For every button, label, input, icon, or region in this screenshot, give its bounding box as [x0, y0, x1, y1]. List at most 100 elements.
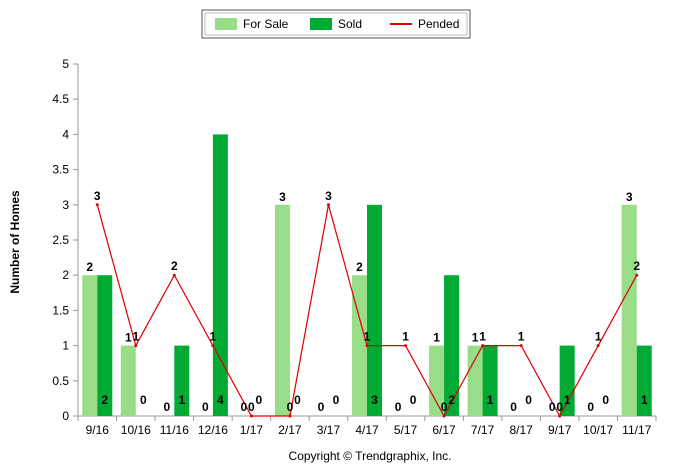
x-tick-label: 9/16: [86, 423, 110, 437]
axes: 0 0.5 1 1.5 2 2.5 3 3.5 4 4.5 5 9/16 10/16 11/16 12/16…: [52, 57, 657, 437]
pended-point: [365, 344, 369, 348]
y-tick-label: 2.5: [52, 233, 69, 247]
x-tick-label: 5/17: [394, 423, 418, 437]
y-tick-label: 0: [62, 409, 69, 423]
pended-value-label: 1: [518, 330, 525, 344]
pended-point: [596, 344, 600, 348]
pended-legend-label: Pended: [418, 17, 459, 31]
sold-value-label: 0: [333, 393, 340, 407]
y-axis-label: Number of Homes: [8, 190, 22, 294]
sold-value-label: 0: [294, 393, 301, 407]
sold-value-label: 0: [410, 393, 417, 407]
sold-bar: [367, 204, 382, 416]
sold-legend-label: Sold: [338, 17, 362, 31]
for-sale-value-label: 1: [125, 331, 132, 345]
legend: For Sale Sold Pended: [201, 9, 471, 39]
pended-point: [635, 273, 639, 277]
pended-point: [558, 414, 562, 418]
sold-value-label: 1: [564, 393, 571, 407]
sold-value-label: 1: [487, 393, 494, 407]
sold-bar: [97, 275, 113, 416]
y-tick-label: 3.5: [52, 163, 69, 177]
sold-bar: [636, 345, 652, 416]
legend-inner-border: [204, 12, 468, 36]
for-sale-value-label: 2: [86, 260, 93, 274]
y-tick-label: 4.5: [52, 92, 69, 106]
pended-point: [172, 273, 176, 277]
pended-value-label: 2: [633, 259, 640, 273]
for-sale-bar: [467, 345, 483, 416]
pended-point: [519, 344, 523, 348]
pended-value-label: 3: [325, 189, 332, 203]
sold-bar: [444, 275, 460, 416]
sold-value-label: 2: [448, 393, 455, 407]
sold-value-label: 1: [178, 393, 185, 407]
bars: [82, 134, 652, 416]
pended-point: [95, 203, 99, 207]
pended-point: [211, 344, 215, 348]
sold-value-label: 2: [101, 393, 108, 407]
pended-value-label: 1: [595, 330, 602, 344]
for-sale-value-label: 0: [163, 400, 170, 414]
y-tick-label: 3: [62, 198, 69, 212]
for-sale-value-label: 0: [549, 400, 556, 414]
y-tick-label: 0.5: [52, 374, 69, 388]
x-tick-label: 6/17: [432, 423, 456, 437]
for-sale-bar: [120, 345, 136, 416]
y-tick-label: 5: [62, 57, 69, 71]
for-sale-value-label: 3: [279, 190, 286, 204]
sold-value-label: 1: [641, 393, 648, 407]
sold-bar: [212, 134, 228, 416]
copyright-text: Copyright © Trendgraphix, Inc.: [289, 449, 452, 463]
pended-value-label: 0: [441, 400, 448, 414]
sold-value-label: 0: [525, 393, 532, 407]
for-sale-value-label: 1: [433, 331, 440, 345]
x-tick-label: 11/17: [622, 423, 651, 437]
x-tick-label: 2/17: [278, 423, 302, 437]
for-sale-bar: [274, 204, 290, 416]
x-tick-label: 4/17: [355, 423, 379, 437]
for-sale-bar: [82, 275, 98, 416]
for-sale-value-label: 0: [510, 400, 517, 414]
for-sale-value-label: 0: [318, 400, 325, 414]
for-sale-bar: [352, 275, 367, 416]
pended-point: [442, 414, 446, 418]
sold-value-label: 0: [256, 393, 263, 407]
sold-bar: [482, 345, 498, 416]
sold-bar: [559, 345, 575, 416]
for-sale-value-label: 1: [472, 331, 479, 345]
for-sale-bar: [621, 204, 637, 416]
sold-value-label: 0: [602, 393, 609, 407]
x-tick-label: 3/17: [317, 423, 341, 437]
pended-point: [288, 414, 292, 418]
for-sale-value-label: 0: [241, 400, 248, 414]
pended-value-label: 0: [556, 400, 563, 414]
pended-point: [326, 203, 330, 207]
for-sale-legend-label: For Sale: [243, 17, 289, 31]
for-sale-value-label: 3: [626, 190, 633, 204]
sold-legend-swatch: [310, 18, 332, 30]
for-sale-value-label: 0: [202, 400, 209, 414]
sold-value-label: 4: [217, 393, 224, 407]
pended-value-label: 1: [210, 330, 217, 344]
pended-line: [95, 203, 639, 418]
for-sale-value-label: 0: [395, 400, 402, 414]
pended-value-label: 2: [171, 259, 178, 273]
pended-point: [249, 414, 253, 418]
pended-value-label: 0: [287, 400, 294, 414]
pended-point: [404, 344, 408, 348]
pended-value-label: 3: [94, 189, 101, 203]
for-sale-value-label: 0: [587, 400, 594, 414]
x-tick-label: 9/17: [548, 423, 572, 437]
pended-point: [134, 344, 138, 348]
sold-value-label: 3: [371, 393, 378, 407]
pended-point: [481, 344, 485, 348]
for-sale-legend-swatch: [215, 18, 237, 30]
x-tick-label: 1/17: [240, 423, 264, 437]
x-tick-label: 8/17: [509, 423, 533, 437]
pended-value-label: 1: [364, 330, 371, 344]
pended-value-label: 1: [132, 330, 139, 344]
x-tick-label: 11/16: [160, 423, 189, 437]
